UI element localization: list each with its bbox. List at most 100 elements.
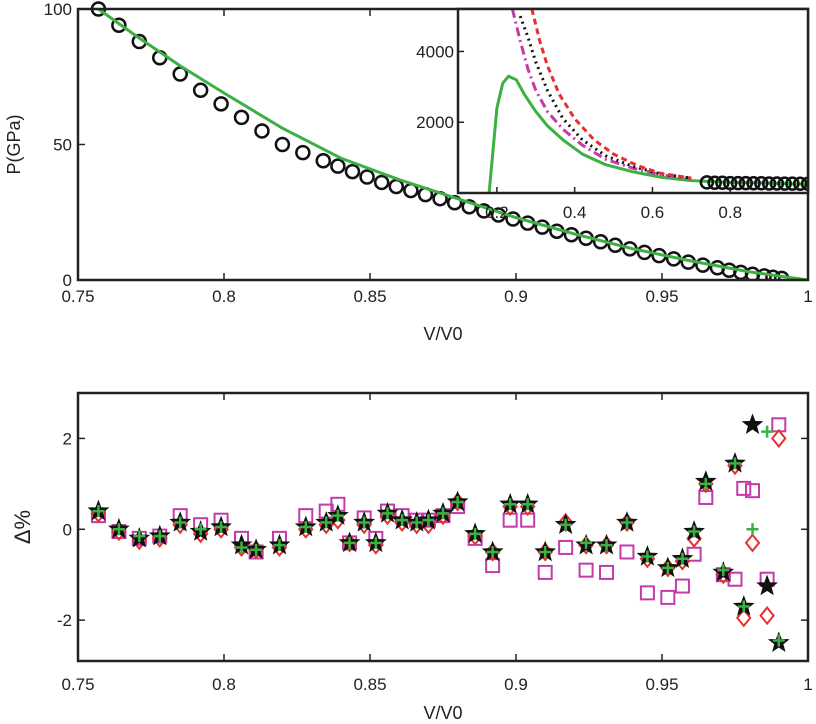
- data-point-circle: [213, 96, 229, 112]
- inset-x-tick-label: 0.6: [641, 203, 665, 222]
- bottom-plot-area: [78, 393, 808, 661]
- data-point-square: [660, 589, 676, 605]
- data-point-circle: [254, 123, 270, 139]
- data-point-plus: [688, 525, 701, 538]
- bottom-x-axis-label: V/V0: [423, 703, 462, 723]
- bottom-y-tick-label: 0: [63, 520, 72, 539]
- data-point-circle: [295, 144, 311, 161]
- top-y-axis-label: P(GPa): [4, 114, 24, 174]
- data-point-square: [736, 480, 752, 496]
- inset-x-tick-label: 0.8: [718, 203, 742, 222]
- data-point-square: [537, 564, 553, 580]
- top-x-axis-label: V/V0: [423, 324, 462, 344]
- data-point-plus: [112, 523, 125, 536]
- data-point-plus: [235, 541, 248, 554]
- data-point-circle: [754, 176, 769, 191]
- data-point-circle: [730, 175, 746, 191]
- bottom-y-tick-label: 2: [63, 429, 72, 448]
- data-point-plus: [437, 507, 449, 520]
- series-line: [97, 7, 808, 280]
- bottom-x-tick-label: 0.85: [353, 675, 386, 694]
- data-point-plus: [580, 536, 593, 549]
- data-point-plus: [504, 498, 517, 511]
- data-point-plus: [381, 507, 394, 520]
- data-point-plus: [486, 545, 499, 558]
- bottom-x-tick-label: 0.95: [645, 675, 678, 694]
- data-point-circle: [769, 176, 785, 191]
- inset-y-tick-label: 2000: [416, 113, 454, 132]
- top-data-layer: [90, 1, 808, 280]
- data-point-plus: [600, 539, 613, 552]
- series-line: [530, 9, 692, 180]
- data-point-plus: [521, 498, 534, 511]
- inset-y-tick-label: 4000: [416, 42, 454, 61]
- data-point-diamond: [735, 608, 752, 628]
- data-point-circle: [461, 199, 478, 215]
- data-point-plus: [729, 457, 741, 470]
- data-point-plus: [761, 425, 774, 438]
- data-point-plus: [358, 516, 371, 529]
- data-point-plus: [717, 564, 730, 577]
- data-point-plus: [215, 521, 228, 533]
- data-point-plus: [153, 530, 166, 543]
- top-x-tick-label: 0.9: [504, 287, 528, 306]
- data-point-plus: [92, 505, 105, 518]
- top-x-tick-label: 0.8: [212, 287, 236, 306]
- bottom-plot: 0.75 0.8 0.85 0.9 0.95 1 -2 0 2 V/V0 Δ%: [10, 391, 813, 723]
- data-point-plus: [469, 527, 482, 540]
- top-y-tick-label: 50: [53, 136, 72, 155]
- data-point-square: [619, 544, 635, 560]
- data-point-plus: [559, 518, 572, 531]
- inset-x-tick-label: 0.4: [563, 203, 587, 222]
- top-x-tick-label: 0.75: [61, 287, 94, 306]
- bottom-x-tick-label: 0.8: [212, 675, 236, 694]
- data-point-star: [756, 574, 778, 596]
- top-y-tick-label: 100: [44, 0, 72, 19]
- data-point-square: [599, 564, 615, 580]
- series-line: [518, 15, 692, 180]
- inset-data-layer: [487, 9, 808, 193]
- data-point-circle: [111, 17, 127, 34]
- bottom-x-tick-label: 1: [803, 675, 812, 694]
- data-point-circle: [699, 175, 715, 190]
- data-point-plus: [539, 545, 552, 558]
- top-x-tick-label: 1: [803, 287, 812, 306]
- series-line: [487, 74, 808, 193]
- data-point-diamond: [771, 428, 787, 449]
- data-point-circle: [192, 82, 209, 99]
- data-point-circle: [715, 175, 730, 190]
- inset-plot: 0.2 0.4 0.6 0.8 2000 4000: [416, 7, 810, 222]
- top-x-tick-label: 0.85: [353, 287, 386, 306]
- data-point-plus: [676, 552, 689, 565]
- data-point-circle: [330, 158, 346, 174]
- data-point-plus: [194, 523, 207, 536]
- data-point-plus: [661, 561, 674, 574]
- data-point-plus: [422, 514, 435, 527]
- data-point-circle: [359, 169, 375, 185]
- data-point-plus: [320, 516, 333, 529]
- data-point-diamond: [759, 605, 775, 626]
- data-point-plus: [250, 543, 263, 556]
- data-point-plus: [746, 523, 759, 536]
- bottom-y-tick-label: -2: [57, 611, 72, 630]
- data-point-square: [558, 539, 574, 555]
- data-point-diamond: [744, 533, 761, 553]
- data-point-star: [741, 413, 764, 435]
- data-point-plus: [699, 477, 712, 490]
- data-point-circle: [274, 136, 291, 153]
- data-point-circle: [707, 175, 722, 190]
- data-point-plus: [343, 536, 356, 549]
- data-point-plus: [641, 550, 654, 563]
- series-line: [510, 9, 692, 181]
- bottom-x-tick-label: 0.75: [61, 675, 94, 694]
- data-point-circle: [373, 174, 390, 191]
- data-point-plus: [620, 516, 633, 529]
- data-point-plus: [133, 530, 146, 543]
- data-point-square: [578, 562, 594, 578]
- data-point-plus: [396, 514, 409, 527]
- data-point-plus: [451, 496, 464, 509]
- data-point-plus: [737, 600, 750, 613]
- data-point-circle: [785, 176, 800, 191]
- data-point-circle: [761, 176, 777, 191]
